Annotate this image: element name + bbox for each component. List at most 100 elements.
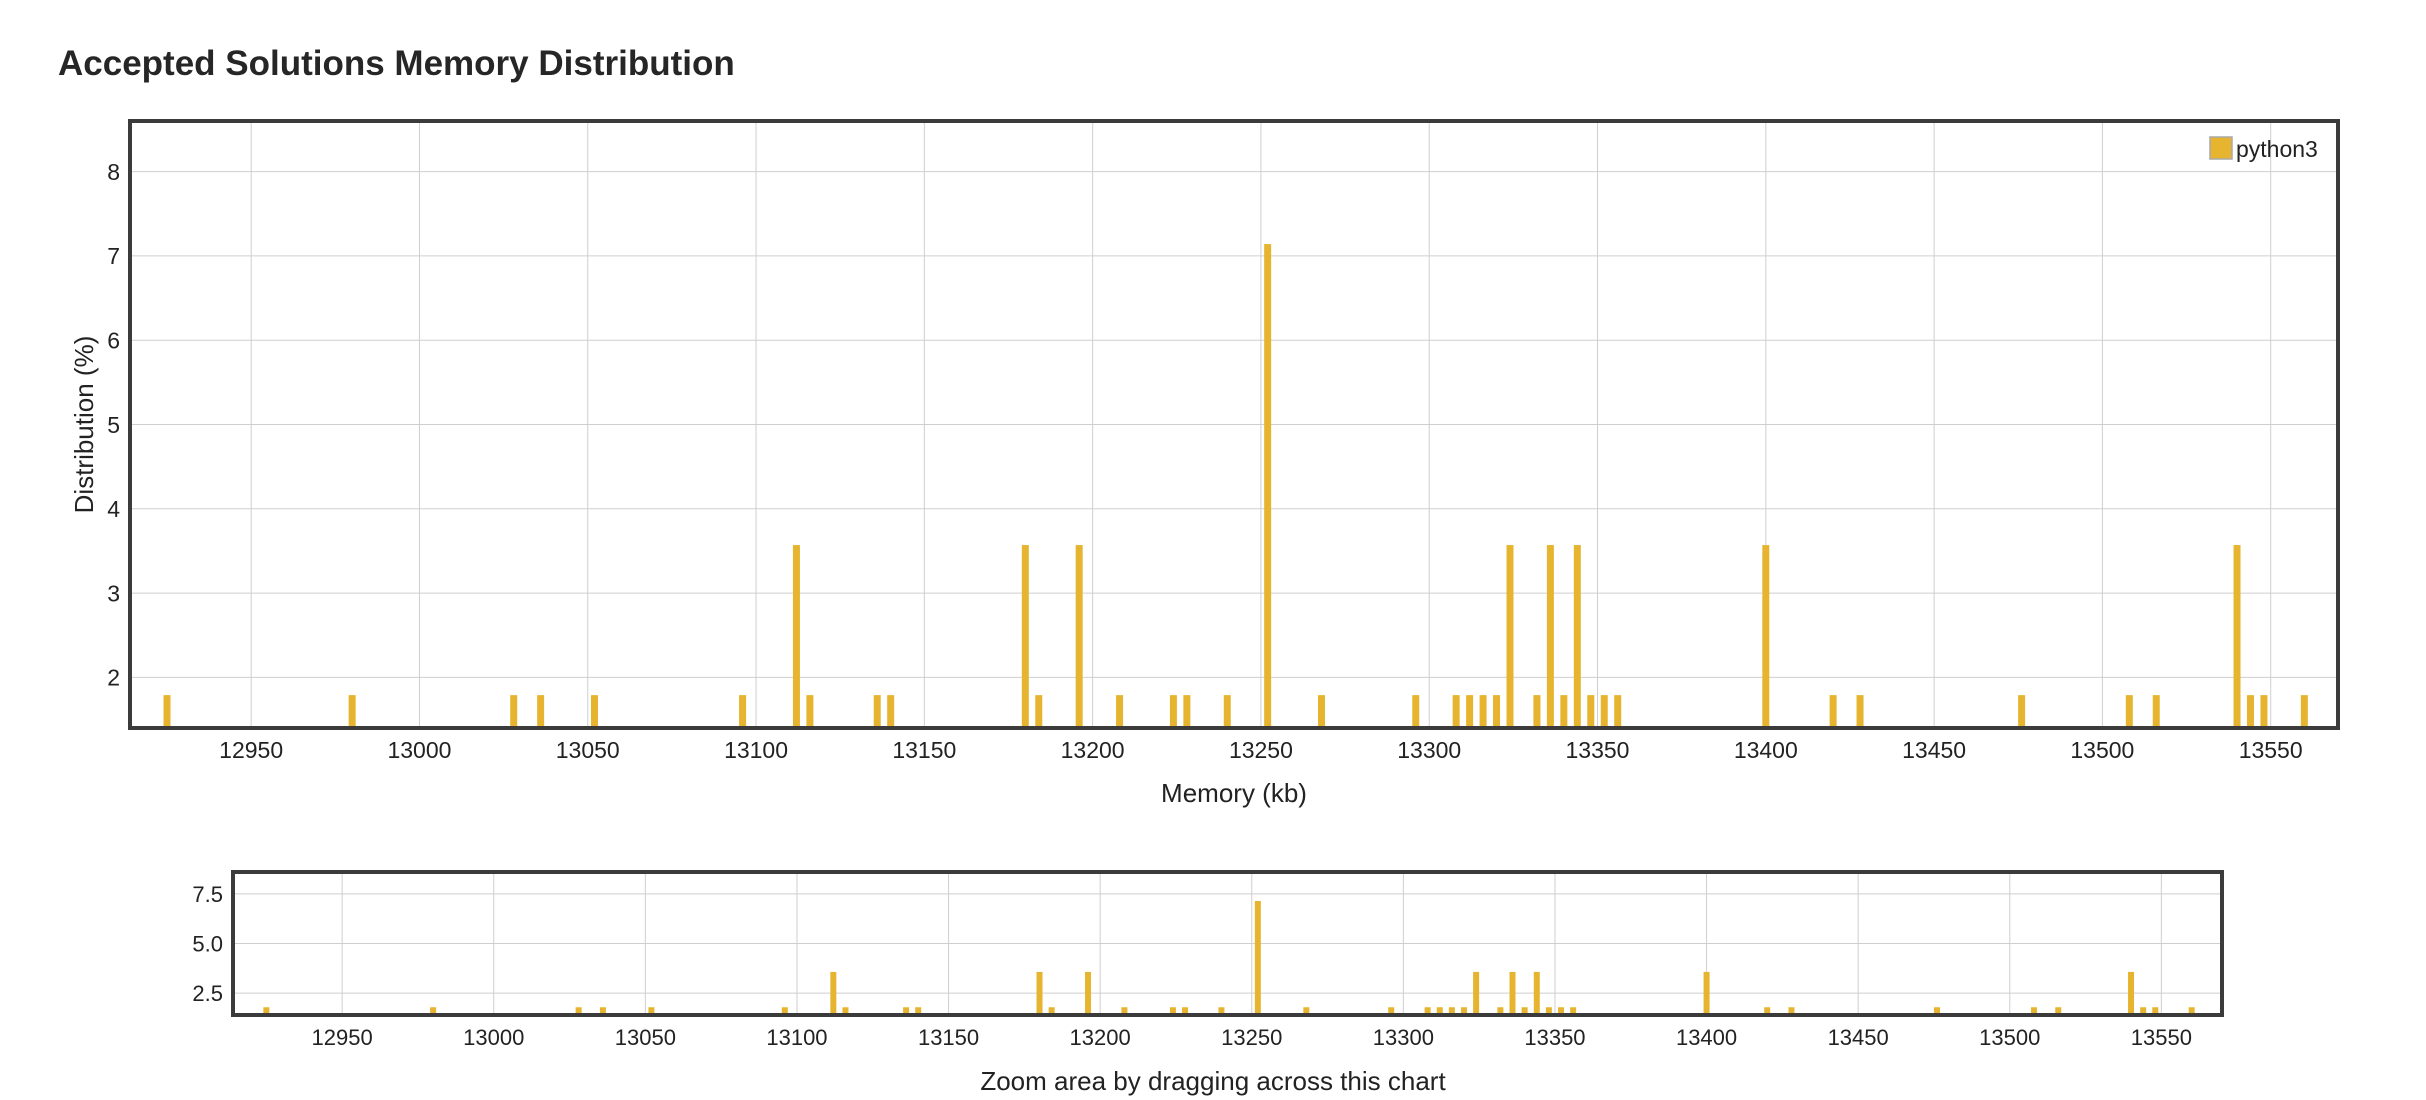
y-axis-label: Distribution (%) — [69, 336, 99, 514]
main-y-tick-label: 5 — [107, 412, 120, 438]
main-bar — [1318, 695, 1326, 728]
navigator-plot-frame — [231, 870, 2224, 1017]
navigator-y-tick-label: 7.5 — [192, 882, 223, 907]
legend-label: python3 — [2236, 136, 2318, 162]
navigator-bar — [263, 1007, 270, 1015]
main-bar — [1560, 695, 1568, 728]
navigator-bar — [1448, 1007, 1455, 1015]
navigator-bar — [915, 1007, 922, 1015]
navigator-bar — [575, 1007, 582, 1015]
navigator-y-tick-label: 5.0 — [192, 931, 223, 956]
main-bar — [806, 695, 814, 728]
main-bar — [1573, 545, 1581, 728]
main-bar — [1035, 695, 1043, 728]
main-bar — [1412, 695, 1420, 728]
navigator-bar — [1121, 1007, 1128, 1015]
navigator-x-tick-label: 13350 — [1524, 1025, 1585, 1050]
navigator-bar — [1169, 1007, 1176, 1015]
navigator-bar — [1460, 1007, 1467, 1015]
main-x-tick-label: 13200 — [1061, 737, 1125, 763]
main-x-tick-label: 13050 — [556, 737, 620, 763]
navigator-chart[interactable]: 12950 13000 13050 13100 13150 13200 13250 13300… — [192, 870, 2224, 1096]
main-x-tick-label: 13000 — [387, 737, 451, 763]
x-axis-label: Memory (kb) — [1161, 778, 1307, 808]
main-y-tick-label: 8 — [107, 159, 120, 185]
main-bar — [1829, 695, 1837, 728]
navigator-bar — [903, 1007, 910, 1015]
navigator-x-tick-label: 12950 — [312, 1025, 373, 1050]
main-x-tick-label: 13100 — [724, 737, 788, 763]
navigator-x-tick-label: 13200 — [1070, 1025, 1131, 1050]
navigator-bar — [1545, 1007, 1552, 1015]
navigator-x-tick-label: 13050 — [615, 1025, 676, 1050]
main-bar — [1546, 545, 1554, 728]
navigator-bar — [1521, 1007, 1528, 1015]
main-x-tick-label: 12950 — [219, 737, 283, 763]
navigator-bar — [1424, 1007, 1431, 1015]
main-bar — [2260, 695, 2268, 728]
main-bar — [1533, 695, 1541, 728]
main-bar — [1169, 695, 1177, 728]
navigator-bar — [1558, 1007, 1565, 1015]
main-bar — [887, 695, 895, 728]
main-bar — [1587, 695, 1595, 728]
navigator-bar — [1182, 1007, 1189, 1015]
main-bar — [739, 695, 747, 728]
navigator-bar — [2152, 1007, 2159, 1015]
main-bar — [1183, 695, 1191, 728]
navigator-bar — [1497, 1007, 1504, 1015]
navigator-x-tick-label: 13450 — [1828, 1025, 1889, 1050]
main-chart[interactable]: 12950 13000 13050 13100 13150 13200 13250 13300… — [69, 119, 2340, 808]
legend-item-python3[interactable]: python3 — [2209, 136, 2318, 162]
navigator-bar — [599, 1007, 606, 1015]
navigator-bar — [842, 1007, 849, 1015]
main-bar — [1223, 695, 1231, 728]
navigator-bar — [1703, 971, 1710, 1015]
navigator-x-tick-label: 13100 — [766, 1025, 827, 1050]
main-bar — [2246, 695, 2254, 728]
navigator-x-tick-label: 13500 — [1979, 1025, 2040, 1050]
navigator-bar — [1303, 1007, 1310, 1015]
main-bar — [873, 695, 881, 728]
main-y-tick-label: 7 — [107, 243, 120, 269]
navigator-bar — [430, 1007, 437, 1015]
navigator-bar — [1764, 1007, 1771, 1015]
main-bar — [1506, 545, 1514, 728]
navigator-bar — [648, 1007, 655, 1015]
navigator-x-tick-label: 13000 — [463, 1025, 524, 1050]
navigator-x-tick-label: 13400 — [1676, 1025, 1737, 1050]
navigator-bar — [2055, 1007, 2062, 1015]
navigator-bar — [1388, 1007, 1395, 1015]
navigator-x-tick-label: 13550 — [2131, 1025, 2192, 1050]
main-bar — [1856, 695, 1864, 728]
navigator-x-tick-label: 13250 — [1221, 1025, 1282, 1050]
main-bar — [163, 695, 171, 728]
main-bar — [590, 695, 598, 728]
main-y-tick-label: 4 — [107, 496, 120, 522]
main-x-tick-label: 13550 — [2239, 737, 2303, 763]
navigator-bar — [1533, 971, 1540, 1015]
navigator-bar — [2140, 1007, 2147, 1015]
navigator-caption: Zoom area by dragging across this chart — [980, 1066, 1446, 1096]
navigator-bar — [1570, 1007, 1577, 1015]
main-bar — [1075, 545, 1083, 728]
navigator-bar — [1218, 1007, 1225, 1015]
main-bar — [1493, 695, 1501, 728]
main-bar — [2125, 695, 2133, 728]
main-bar — [1264, 244, 1272, 728]
navigator-x-tick-label: 13300 — [1373, 1025, 1434, 1050]
main-bar — [537, 695, 545, 728]
page-title: Accepted Solutions Memory Distribution — [58, 44, 735, 83]
main-bar — [1116, 695, 1124, 728]
main-bar — [2300, 695, 2308, 728]
main-bar — [2233, 545, 2241, 728]
main-y-tick-label: 2 — [107, 665, 120, 691]
navigator-bar — [2031, 1007, 2038, 1015]
main-bar — [510, 695, 518, 728]
main-bar — [2018, 695, 2026, 728]
navigator-bar — [781, 1007, 788, 1015]
navigator-bar — [1036, 971, 1043, 1015]
navigator-bar — [1473, 971, 1480, 1015]
main-plot-frame — [128, 119, 2340, 730]
